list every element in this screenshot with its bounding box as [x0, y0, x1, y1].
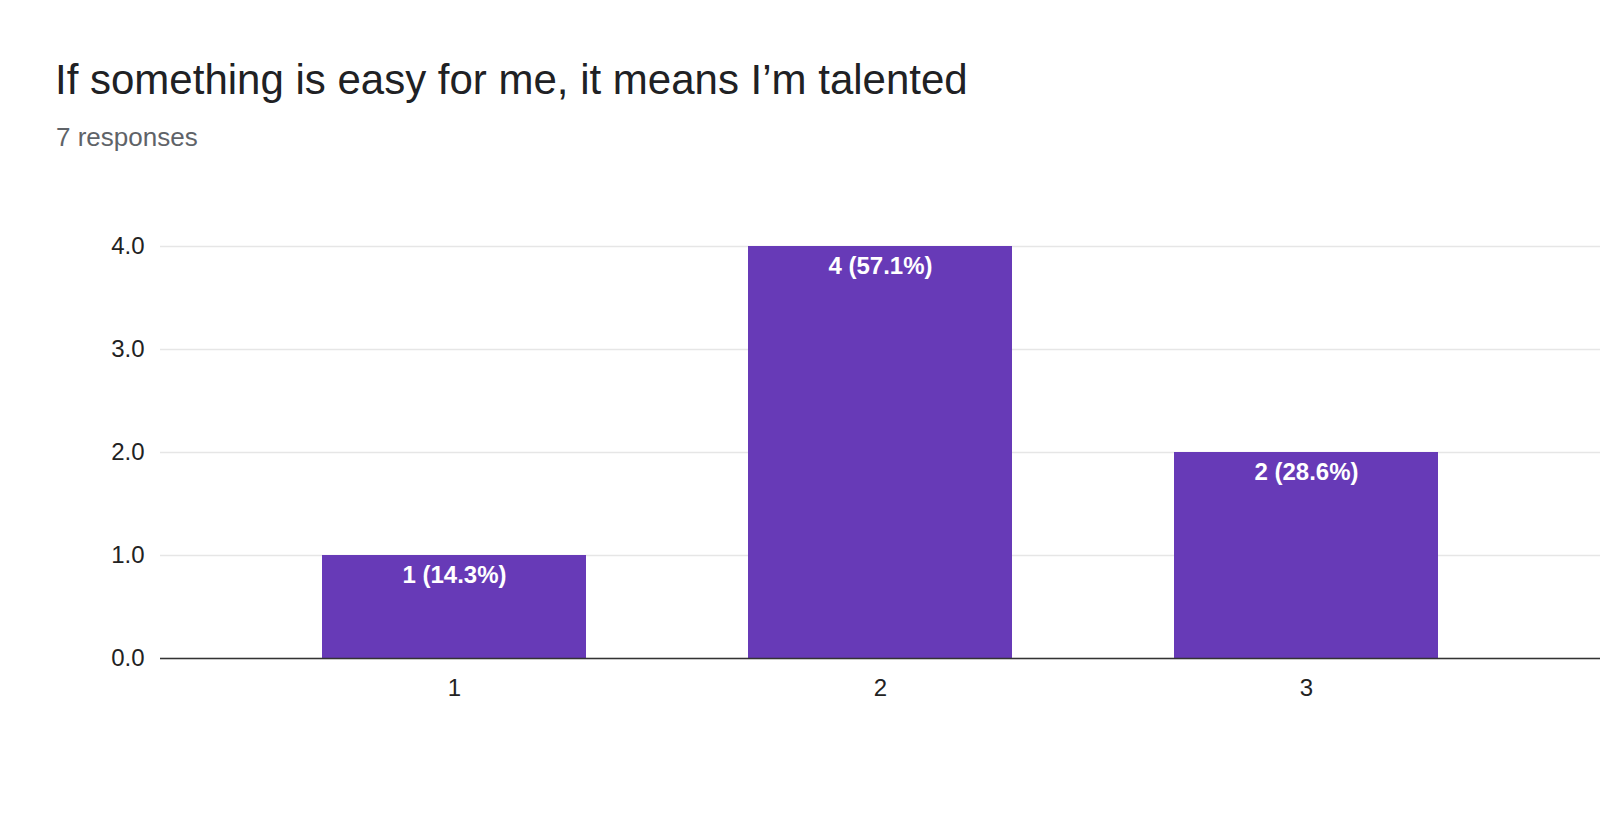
html-text:If something is easy for me, i: If something is easy for me, it means I’… [55, 56, 968, 103]
svg-text:4.0: 4.0 [111, 232, 144, 259]
svg-text:2: 2 [874, 674, 887, 701]
svg-text:1 (14.3%): 1 (14.3%) [402, 561, 506, 588]
svg-text:3.0: 3.0 [111, 335, 144, 362]
svg-text:2 (28.6%): 2 (28.6%) [1254, 458, 1358, 485]
svg-text:2.0: 2.0 [111, 438, 144, 465]
svg-text:1: 1 [448, 674, 461, 701]
svg-text:1.0: 1.0 [111, 541, 144, 568]
html-text:7 responses: 7 responses [56, 122, 198, 152]
svg-text:4 (57.1%): 4 (57.1%) [828, 252, 932, 279]
svg-text:0.0: 0.0 [111, 644, 144, 671]
svg-text:3: 3 [1300, 674, 1313, 701]
